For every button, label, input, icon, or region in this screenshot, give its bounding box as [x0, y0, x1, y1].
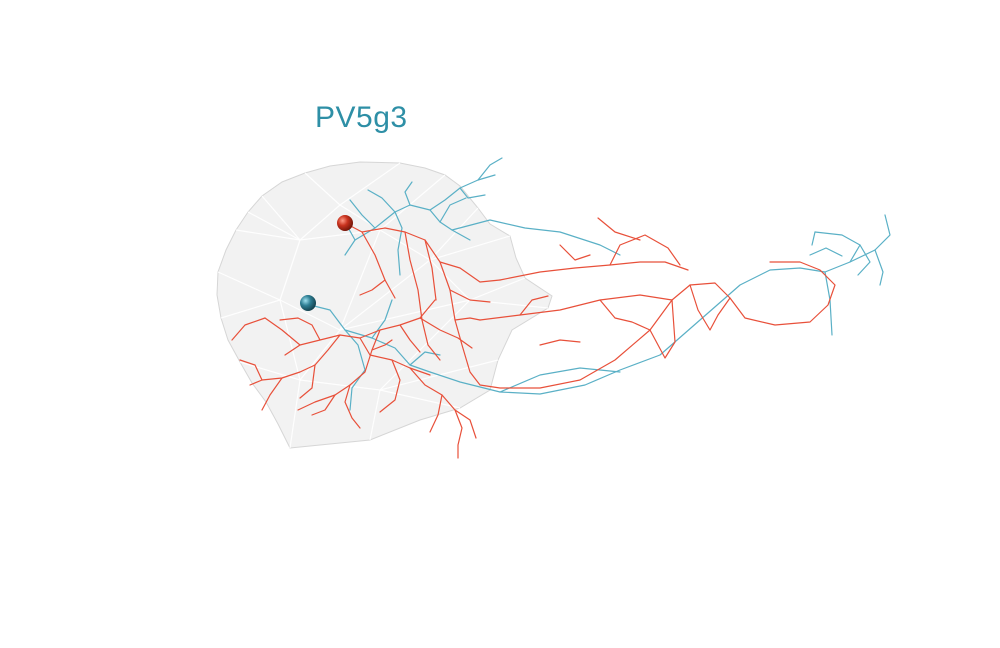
neuron-red-arbor — [231, 217, 836, 459]
red-neurite — [399, 324, 421, 353]
blue-neurite — [439, 197, 467, 223]
red-neurite — [479, 294, 673, 321]
red-neurite — [599, 299, 651, 331]
blue-neurite — [459, 187, 486, 199]
red-neurite — [539, 339, 581, 346]
soma-blue — [300, 295, 316, 311]
blue-neurite — [874, 249, 884, 286]
blue-neurite — [857, 244, 871, 276]
red-neurite — [359, 279, 386, 296]
red-neurite — [454, 409, 477, 439]
red-neurite — [559, 244, 591, 261]
red-neurite — [597, 217, 641, 241]
neuron-blue-arbor — [309, 157, 891, 411]
red-neurite — [261, 377, 283, 411]
red-neurite — [299, 364, 316, 399]
red-neurite — [239, 359, 263, 381]
red-neurite — [609, 234, 681, 266]
red-neurite — [454, 317, 481, 321]
blue-neurite — [809, 247, 843, 257]
red-neurite — [361, 231, 396, 299]
red-neurite — [439, 261, 501, 283]
blue-neurite — [451, 219, 621, 256]
red-neurite — [449, 289, 491, 303]
blue-neurite — [309, 304, 366, 411]
blue-neurite — [349, 199, 376, 229]
cell-type-label: PV5g3 — [315, 101, 408, 134]
red-neurite — [371, 339, 393, 351]
red-neurite — [264, 317, 301, 346]
red-neurite — [424, 239, 437, 301]
blue-neurite — [344, 329, 431, 373]
soma-red — [337, 215, 353, 231]
blue-neurite — [394, 211, 403, 276]
red-neurite — [649, 299, 676, 359]
red-neurite — [344, 384, 361, 429]
blue-neurite — [499, 367, 621, 393]
blue-neurite — [811, 231, 816, 246]
blue-neurite — [814, 231, 861, 263]
neuropil-surface — [216, 161, 553, 449]
red-neurite — [379, 359, 401, 413]
red-neurite — [344, 222, 836, 389]
red-neurite — [404, 231, 441, 361]
red-neurite — [499, 261, 689, 281]
red-neurite — [419, 317, 473, 349]
neuropil-mesh — [216, 161, 553, 449]
blue-neurite — [404, 181, 413, 206]
somata — [300, 215, 353, 311]
blue-neurite — [477, 157, 503, 181]
red-neurite — [279, 317, 321, 341]
red-neurite — [231, 317, 266, 341]
red-neurite — [311, 394, 336, 416]
red-neurite — [519, 295, 549, 316]
red-neurite — [689, 284, 731, 331]
blue-neurite — [367, 189, 396, 213]
red-neurite — [429, 394, 443, 433]
blue-neurite — [429, 209, 471, 241]
